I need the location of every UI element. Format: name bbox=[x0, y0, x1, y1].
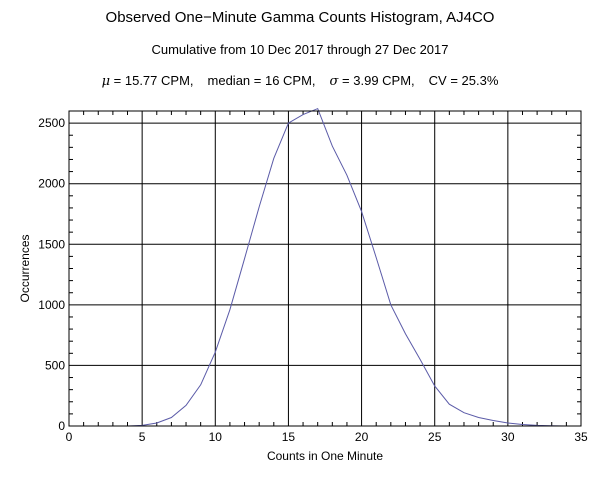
y-tick-label: 500 bbox=[45, 358, 65, 372]
x-tick-label: 10 bbox=[209, 430, 223, 444]
stat-cv: CV = 25.3% bbox=[428, 73, 499, 88]
minor-ticks bbox=[69, 111, 581, 426]
stat-sd: = 3.99 CPM, bbox=[342, 73, 415, 88]
plot-frame bbox=[68, 110, 582, 427]
x-tick-label: 25 bbox=[428, 430, 442, 444]
x-tick-label: 0 bbox=[66, 430, 73, 444]
mu-symbol: μ bbox=[101, 74, 111, 89]
x-tick-label: 5 bbox=[139, 430, 146, 444]
x-tick-label: 15 bbox=[282, 430, 296, 444]
chart-title: Observed One−Minute Gamma Counts Histogr… bbox=[105, 9, 495, 26]
tick-labels: 0 5 10 15 20 25 30 35 0 500 1000 1500 2000 2500 bbox=[38, 116, 588, 444]
series-line bbox=[127, 107, 567, 427]
grid-lines bbox=[69, 111, 581, 426]
x-tick-label: 20 bbox=[355, 430, 369, 444]
y-tick-label: 2500 bbox=[38, 116, 65, 130]
stat-mean: = 15.77 CPM, bbox=[113, 73, 194, 88]
chart-stats: μ = 15.77 CPM, median = 16 CPM, σ = 3.99 C… bbox=[0, 73, 600, 89]
y-tick-label: 0 bbox=[58, 419, 65, 433]
chart-subtitle: Cumulative from 10 Dec 2017 through 27 D… bbox=[151, 42, 449, 57]
y-tick-label: 2000 bbox=[38, 177, 65, 191]
y-axis-label: Occurrences bbox=[18, 234, 32, 302]
x-axis-label: Counts in One Minute bbox=[267, 449, 383, 463]
y-tick-label: 1500 bbox=[38, 237, 65, 251]
sigma-symbol: σ bbox=[329, 74, 339, 89]
stat-median: median = 16 CPM, bbox=[207, 73, 316, 88]
x-tick-label: 35 bbox=[574, 430, 588, 444]
y-tick-label: 1000 bbox=[38, 298, 65, 312]
x-tick-label: 30 bbox=[501, 430, 515, 444]
